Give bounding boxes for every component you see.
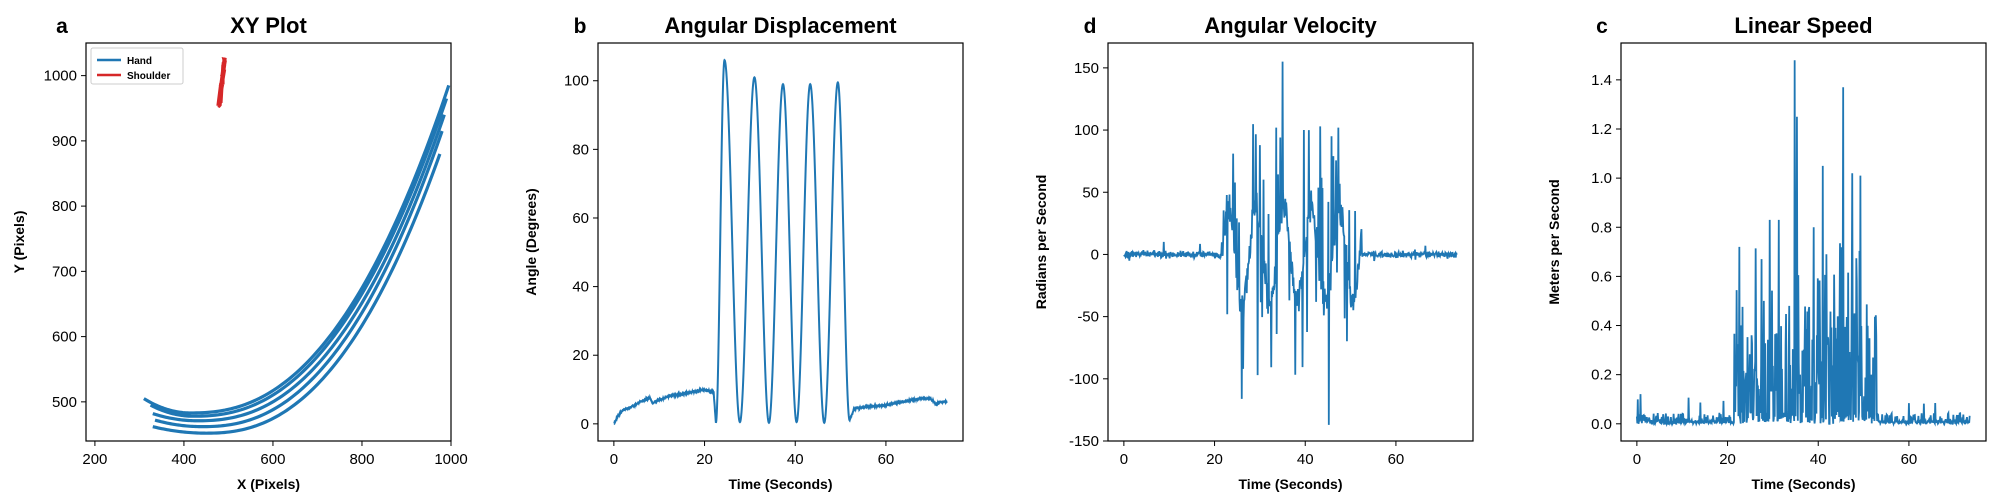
x-tick-label: 0 xyxy=(1120,451,1128,468)
chart-title: Angular Displacement xyxy=(664,13,897,38)
axes-frame xyxy=(597,42,964,442)
x-tick-label: 40 xyxy=(1297,451,1314,468)
series-speed-line xyxy=(1635,60,1971,428)
y-tick-label: 100 xyxy=(564,73,589,90)
y-tick-label: 0 xyxy=(581,416,589,433)
chart-title: Angular Velocity xyxy=(1204,13,1377,38)
y-tick-label: 1000 xyxy=(44,68,77,85)
y-tick-label: 1.0 xyxy=(1591,170,1612,187)
y-tick-label: 800 xyxy=(52,198,77,215)
x-axis-label: X (Pixels) xyxy=(237,476,300,492)
y-tick-label: 0.6 xyxy=(1591,268,1612,285)
y-tick-label: 1.2 xyxy=(1591,121,1612,138)
series-velocity-line xyxy=(1123,61,1458,425)
y-tick-label: 50 xyxy=(1082,184,1099,201)
y-tick-label: 0.4 xyxy=(1591,318,1612,335)
x-tick-label: 20 xyxy=(696,451,713,468)
x-tick-label: 40 xyxy=(1810,451,1827,468)
y-tick-label: 150 xyxy=(1074,60,1099,77)
axes-frame xyxy=(85,42,452,442)
y-axis-label: Y (Pixels) xyxy=(11,211,27,274)
y-tick-label: 0.8 xyxy=(1591,219,1612,236)
y-tick-label: 600 xyxy=(52,329,77,346)
legend-label: Hand xyxy=(127,56,152,67)
y-axis-label: Radians per Second xyxy=(1033,175,1049,310)
plot-area xyxy=(613,58,948,426)
x-tick-label: 0 xyxy=(610,451,618,468)
y-tick-label: 0 xyxy=(1091,246,1099,263)
panel-letter: a xyxy=(56,15,68,38)
panel-letter: d xyxy=(1084,15,1097,38)
plot-area xyxy=(143,56,451,435)
x-axis-label: Time (Seconds) xyxy=(729,476,833,492)
series-hand-line xyxy=(143,84,451,435)
y-tick-label: -50 xyxy=(1077,309,1099,326)
panel-a: a XY Plot X (Pixels) Y (Pixels) 200 400 600 800… xyxy=(11,13,468,492)
axes-frame xyxy=(1620,42,1987,442)
y-tick-label: 500 xyxy=(52,394,77,411)
y-tick-label: 0.0 xyxy=(1591,416,1612,433)
chart-title: XY Plot xyxy=(230,13,307,38)
y-tick-label: -150 xyxy=(1069,433,1099,450)
x-tick-label: 800 xyxy=(349,451,374,468)
y-tick-label: 1.4 xyxy=(1591,72,1612,89)
x-tick-label: 20 xyxy=(1719,451,1736,468)
y-tick-label: 0.2 xyxy=(1591,367,1612,384)
y-axis-label: Meters per Second xyxy=(1546,179,1562,304)
panel-d: d Angular Velocity Time (Seconds) Radians p… xyxy=(1033,13,1474,492)
axes-frame xyxy=(1107,42,1474,442)
x-tick-label: 20 xyxy=(1206,451,1223,468)
x-tick-label: 600 xyxy=(260,451,285,468)
x-tick-label: 40 xyxy=(787,451,804,468)
x-tick-label: 400 xyxy=(171,451,196,468)
y-tick-label: 900 xyxy=(52,133,77,150)
plot-area xyxy=(1635,60,1971,428)
panel-b: b Angular Displacement Time (Seconds) Angle… xyxy=(523,13,964,492)
y-tick-label: -100 xyxy=(1069,371,1099,388)
panel-c: c Linear Speed Time (Seconds) Meters per Se… xyxy=(1546,13,1987,492)
y-tick-label: 700 xyxy=(52,263,77,280)
x-axis-label: Time (Seconds) xyxy=(1752,476,1856,492)
x-axis-label: Time (Seconds) xyxy=(1239,476,1343,492)
series-shoulder-line xyxy=(216,56,227,109)
y-tick-label: 60 xyxy=(572,210,589,227)
series-angle-line xyxy=(613,58,948,426)
legend-label: Shoulder xyxy=(127,71,170,82)
x-tick-label: 1000 xyxy=(434,451,467,468)
panel-letter: c xyxy=(1596,15,1608,38)
y-tick-label: 80 xyxy=(572,141,589,158)
y-axis-label: Angle (Degrees) xyxy=(523,188,539,295)
plot-area xyxy=(1123,61,1458,425)
y-tick-label: 40 xyxy=(572,279,589,296)
x-tick-label: 0 xyxy=(1633,451,1641,468)
legend: Hand Shoulder xyxy=(90,47,184,85)
y-tick-label: 20 xyxy=(572,347,589,364)
x-tick-label: 60 xyxy=(1388,451,1405,468)
panel-letter: b xyxy=(574,15,587,38)
x-tick-label: 60 xyxy=(1901,451,1918,468)
x-tick-label: 60 xyxy=(878,451,895,468)
y-tick-label: 100 xyxy=(1074,122,1099,139)
chart-title: Linear Speed xyxy=(1734,13,1872,38)
x-tick-label: 200 xyxy=(82,451,107,468)
